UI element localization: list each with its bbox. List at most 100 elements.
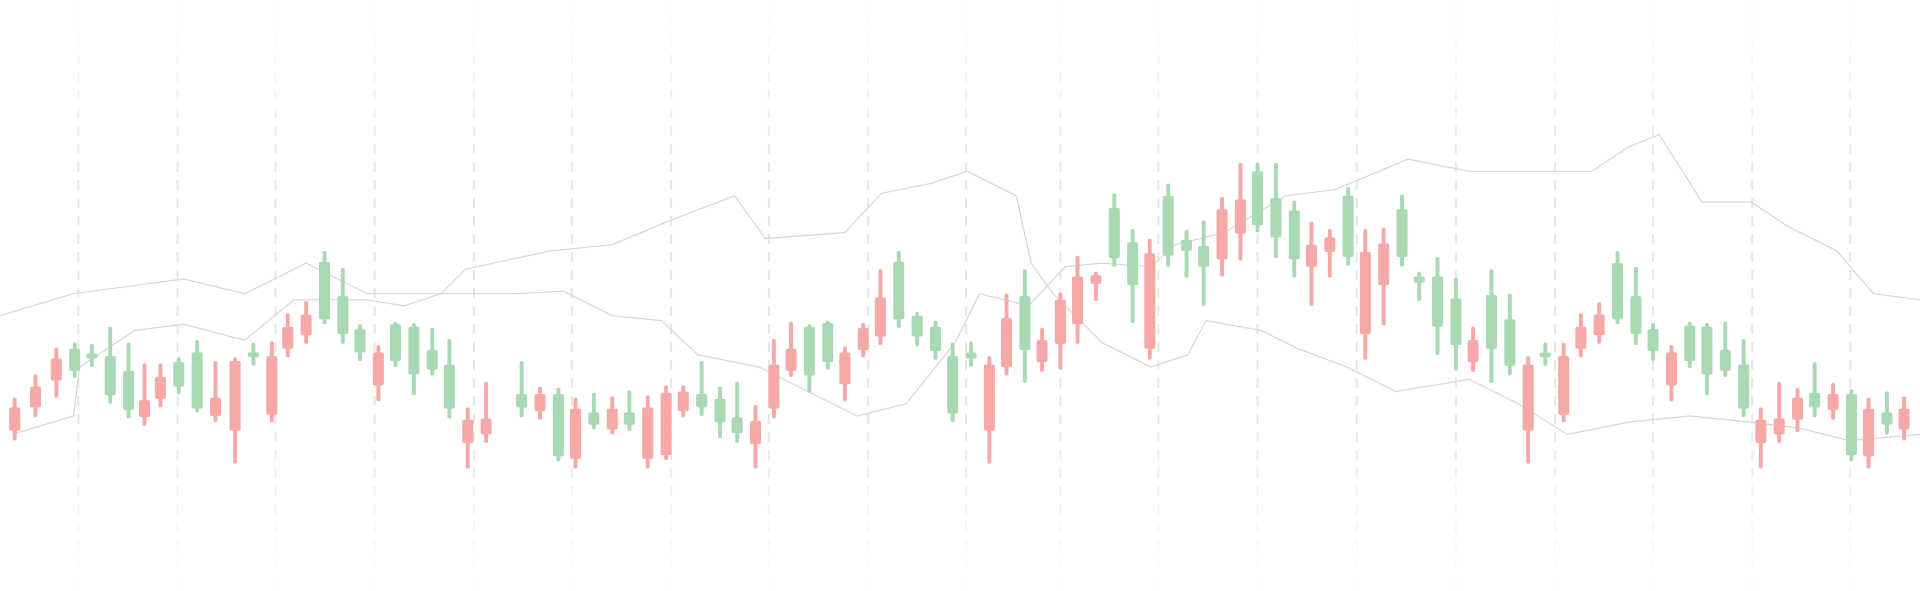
candle-body bbox=[803, 326, 815, 376]
candle-body bbox=[731, 417, 743, 434]
candle-wick bbox=[519, 360, 524, 418]
candle-body bbox=[947, 356, 959, 414]
candle-body bbox=[588, 412, 600, 425]
candle-body bbox=[1036, 340, 1048, 363]
candle-body bbox=[1719, 349, 1731, 371]
candle-body bbox=[874, 297, 886, 337]
candle-body bbox=[1378, 243, 1390, 286]
candle-wick bbox=[699, 360, 704, 417]
candle-body bbox=[534, 394, 546, 412]
candle-body bbox=[1108, 208, 1120, 259]
candle-body bbox=[426, 349, 438, 370]
candle-body bbox=[282, 326, 294, 349]
candle-body bbox=[623, 412, 635, 425]
candle-body bbox=[1450, 298, 1462, 346]
candle-body bbox=[337, 296, 349, 335]
candle-body bbox=[1522, 364, 1534, 431]
candle-body bbox=[1342, 195, 1354, 257]
candle-body bbox=[983, 364, 995, 431]
candle-body bbox=[1001, 318, 1013, 368]
candle-body bbox=[1090, 275, 1102, 284]
candle-body bbox=[606, 408, 618, 430]
candle-body bbox=[1701, 326, 1713, 375]
candle-body bbox=[642, 407, 654, 459]
candle-body bbox=[1684, 325, 1696, 361]
candle-body bbox=[266, 356, 278, 415]
candle-body bbox=[930, 326, 942, 352]
candle-body bbox=[1413, 276, 1425, 283]
candle-body bbox=[839, 352, 851, 385]
candle-body bbox=[318, 261, 330, 320]
candle-body bbox=[1809, 392, 1821, 408]
price-line bbox=[12, 134, 1920, 435]
candle-body bbox=[1181, 239, 1193, 251]
candle-body bbox=[1305, 244, 1317, 267]
candle-body bbox=[1054, 299, 1066, 344]
candle-body bbox=[857, 327, 869, 350]
candle-wick bbox=[1184, 230, 1189, 278]
candle-body bbox=[443, 364, 455, 409]
candle-body bbox=[1738, 364, 1750, 409]
candle-body bbox=[1162, 195, 1174, 256]
candle-body bbox=[154, 376, 166, 399]
candle-body bbox=[1845, 394, 1857, 456]
candle-body bbox=[1019, 296, 1031, 350]
candle-body bbox=[1773, 418, 1785, 435]
candle-wick bbox=[1417, 271, 1422, 302]
candle-body bbox=[210, 397, 222, 417]
candle-body bbox=[1665, 352, 1677, 386]
candle-body bbox=[462, 419, 474, 443]
candle-body bbox=[1359, 252, 1371, 335]
candle-body bbox=[354, 329, 366, 353]
candle-wick bbox=[627, 390, 632, 431]
candle-body bbox=[1612, 263, 1624, 320]
candle-body bbox=[229, 360, 241, 431]
candle-body bbox=[822, 323, 834, 363]
candle-body bbox=[1504, 319, 1516, 366]
candle-body bbox=[714, 398, 726, 423]
candle-body bbox=[30, 386, 42, 408]
candle-body bbox=[785, 348, 797, 371]
candle-body bbox=[552, 394, 564, 457]
candle-body bbox=[1270, 198, 1282, 238]
candle-wick bbox=[1812, 362, 1817, 418]
candle-body bbox=[696, 394, 708, 408]
candle-body bbox=[1144, 253, 1156, 349]
candle-body bbox=[965, 352, 977, 359]
candle-body bbox=[1485, 294, 1497, 349]
candle-body bbox=[123, 370, 135, 410]
candle-body bbox=[1881, 412, 1893, 425]
candle-body bbox=[1558, 356, 1570, 415]
candle-body bbox=[1467, 340, 1479, 363]
candle-body bbox=[50, 358, 62, 381]
candle-body bbox=[1630, 296, 1642, 335]
candle-body bbox=[1252, 171, 1264, 226]
candle-body bbox=[1072, 276, 1084, 325]
candle-body bbox=[86, 353, 98, 359]
candle-body bbox=[1198, 245, 1210, 267]
candle-body bbox=[1539, 352, 1551, 358]
candle-body bbox=[1593, 314, 1605, 336]
candle-body bbox=[570, 408, 582, 459]
candle-wick bbox=[735, 381, 740, 443]
candle-body bbox=[9, 407, 21, 431]
candle-body bbox=[1396, 209, 1408, 257]
candle-body bbox=[1647, 329, 1659, 352]
candle-body bbox=[138, 400, 150, 418]
candle-body bbox=[1432, 276, 1444, 327]
candle-body bbox=[372, 352, 384, 386]
candle-body bbox=[660, 392, 672, 456]
candle-body bbox=[1792, 397, 1804, 420]
candle-body bbox=[390, 324, 402, 361]
candle-body bbox=[480, 418, 492, 435]
candle-body bbox=[1288, 210, 1300, 260]
candle-body bbox=[1898, 408, 1910, 430]
candle-body bbox=[516, 394, 528, 408]
candle-body bbox=[911, 315, 923, 337]
candle-body bbox=[191, 352, 203, 409]
candle-wick bbox=[1327, 228, 1332, 278]
candle-body bbox=[1216, 209, 1228, 260]
candle-body bbox=[1863, 408, 1875, 457]
